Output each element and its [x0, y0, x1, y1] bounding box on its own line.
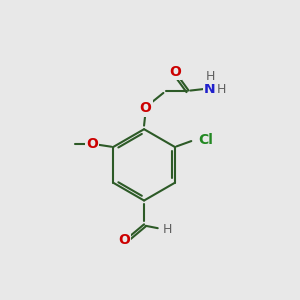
- Text: Cl: Cl: [199, 133, 214, 147]
- Text: H: H: [206, 70, 215, 83]
- Text: N: N: [204, 82, 216, 96]
- Text: O: O: [140, 101, 152, 116]
- Text: O: O: [86, 137, 98, 151]
- Text: O: O: [118, 233, 130, 247]
- Text: O: O: [169, 65, 181, 79]
- Text: H: H: [217, 82, 226, 96]
- Text: H: H: [163, 223, 172, 236]
